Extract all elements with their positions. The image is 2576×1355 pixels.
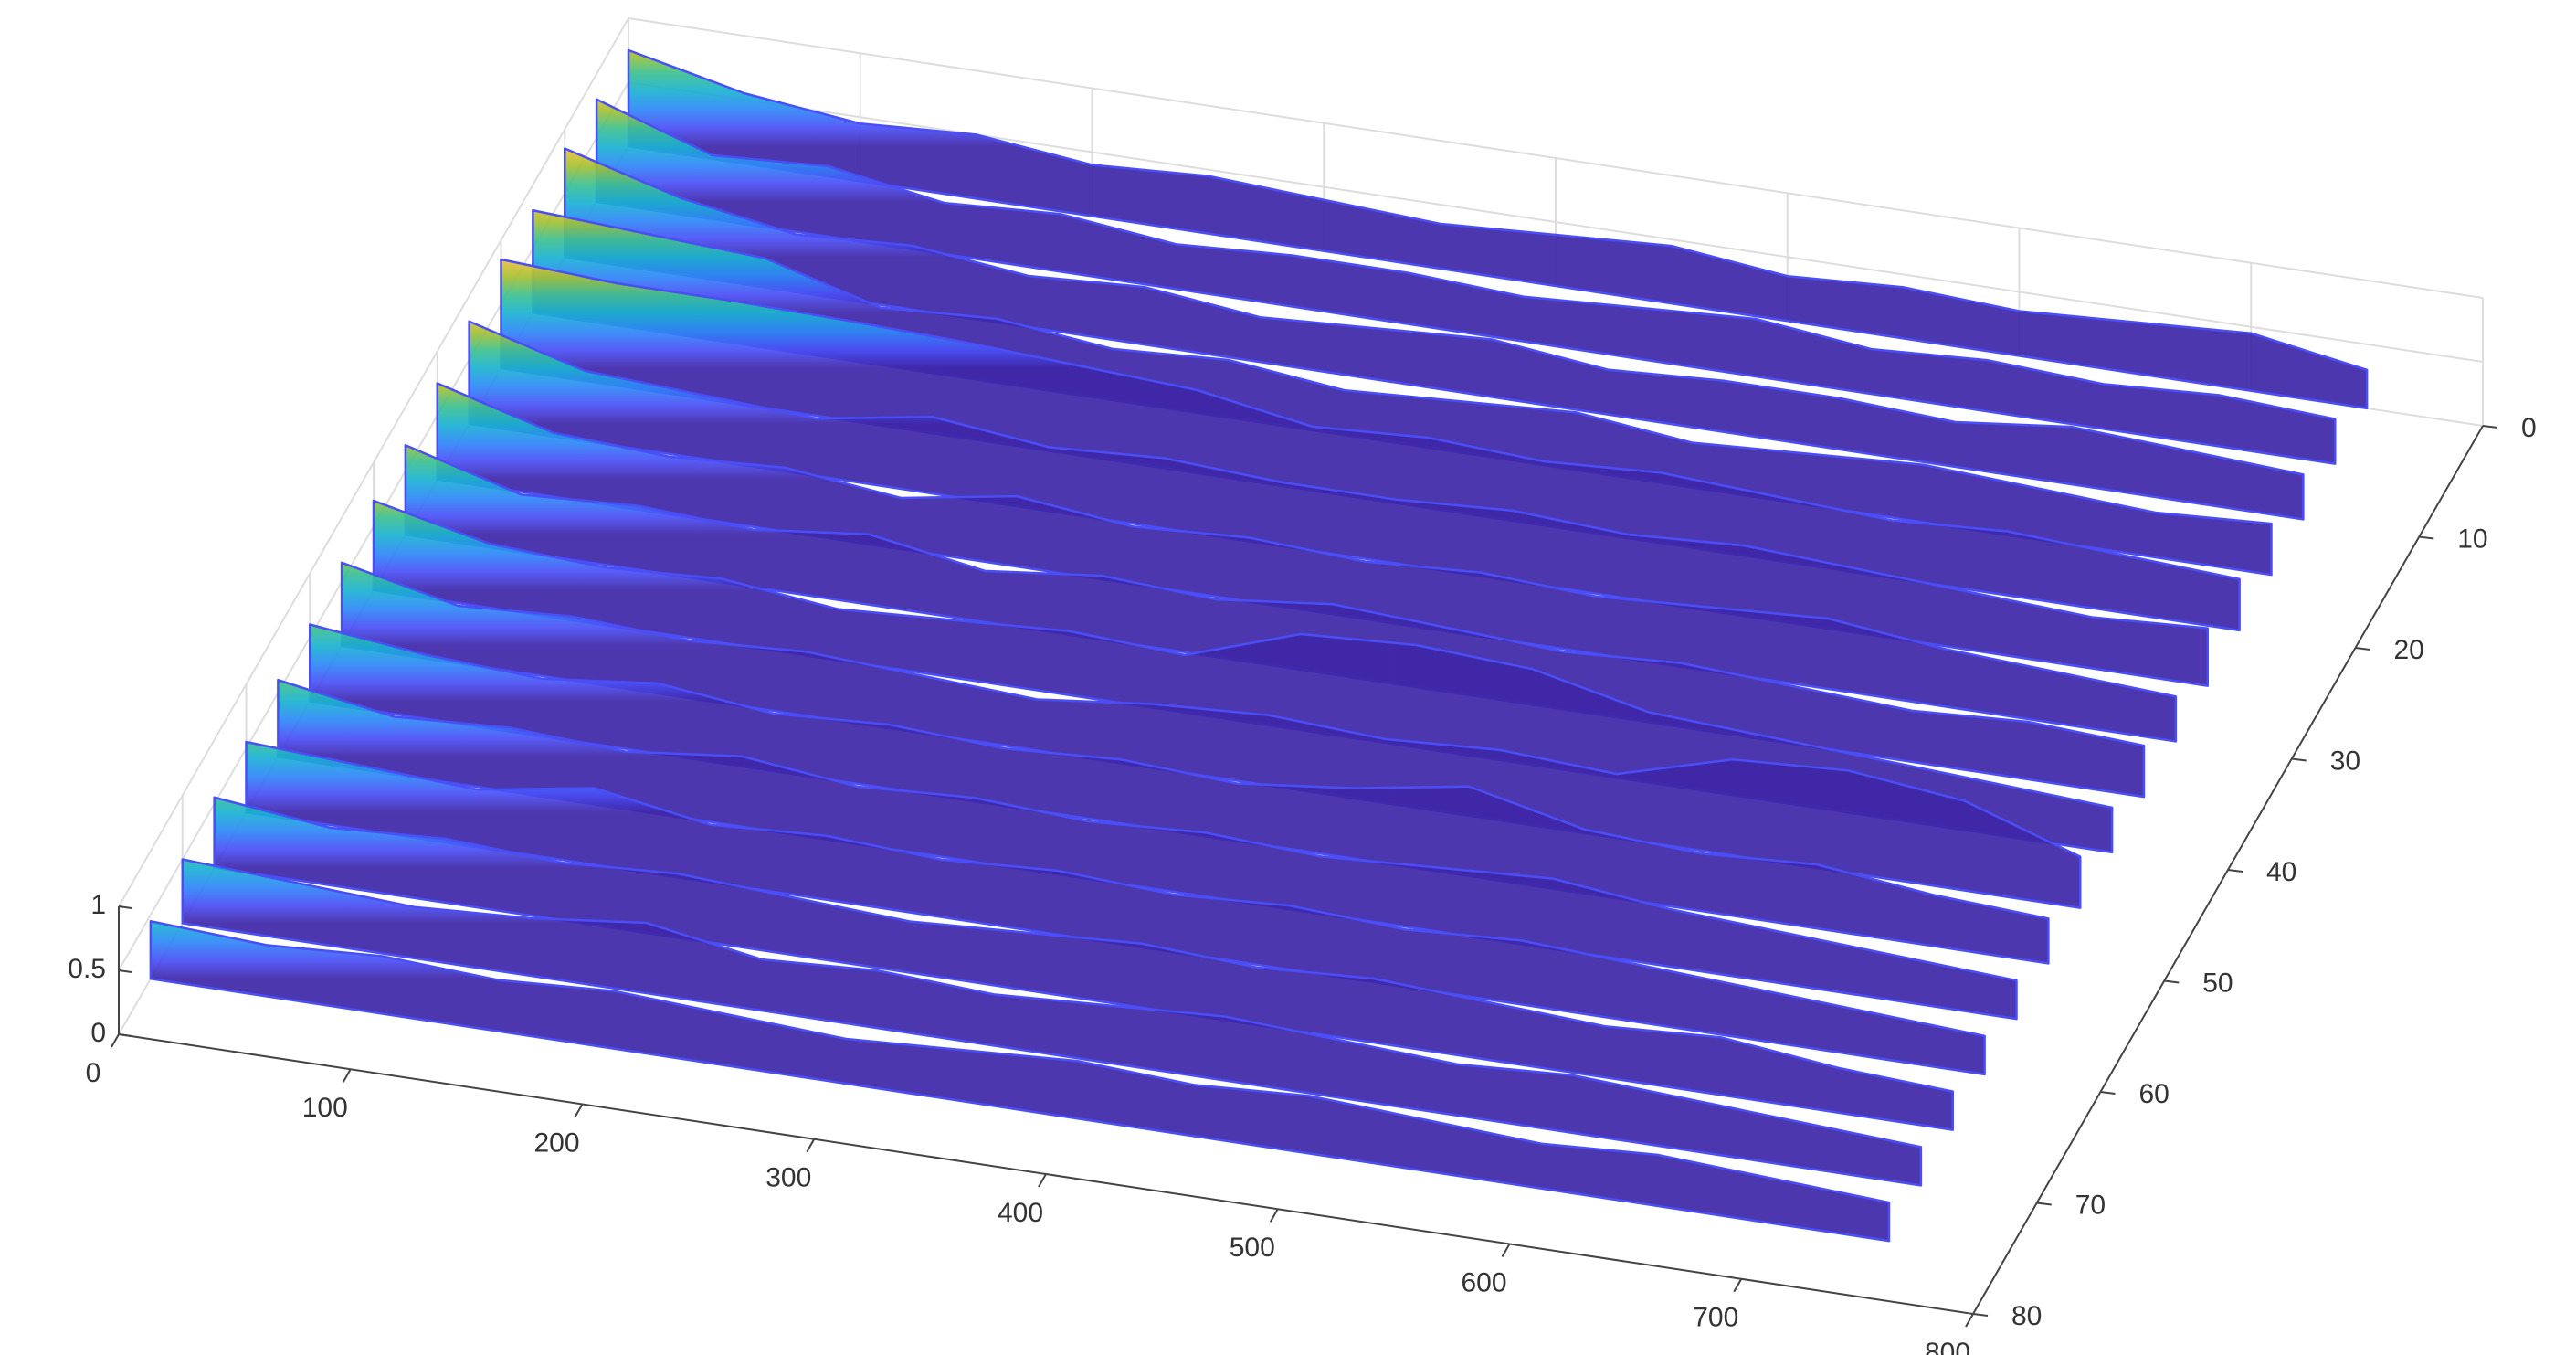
z-tick [118,1033,132,1037]
surface-row [181,858,1923,1187]
surface-row [436,382,2178,743]
x-tick-label: 100 [302,1093,348,1123]
y-tick-label: 60 [2139,1079,2170,1109]
x-tick [111,1033,120,1048]
y-tick-label: 40 [2266,857,2296,887]
x-tick [1269,1208,1279,1223]
y-tick-label: 80 [2011,1301,2042,1331]
x-tick [1501,1244,1511,1257]
x-tick [1965,1313,1974,1328]
y-tick [2036,1202,2052,1206]
y-tick-label: 10 [2457,524,2487,554]
surface-row [213,796,1954,1131]
y-tick [2164,979,2180,984]
grid-line [628,17,2484,299]
y-tick-label: 30 [2330,746,2360,776]
surface-row [627,48,2369,410]
x-tick-label: 200 [533,1127,579,1158]
x-tick [1733,1278,1743,1293]
surface-row [245,740,1986,1076]
surface-row [372,499,2114,854]
z-tick-label: 1 [90,890,106,920]
grid-line [118,17,629,907]
y-tick [1972,1313,1989,1317]
x-tick-label: 700 [1693,1303,1738,1333]
x-tick-label: 0 [86,1058,101,1088]
z-tick-label: 0 [90,1018,106,1048]
y-tick [2482,425,2498,429]
surface-row [500,258,2241,632]
surface-row [277,679,2018,1021]
surface-row [595,98,2337,465]
y-tick [2100,1091,2116,1095]
y-tick [2227,869,2243,873]
z-tick [118,905,132,909]
x-tick [342,1068,352,1083]
x-tick-label: 600 [1461,1267,1506,1297]
y-tick-label: 50 [2202,968,2233,998]
surface-row [564,147,2305,521]
surface-row [149,920,1891,1243]
x-tick [574,1104,584,1117]
y-tick-label: 20 [2394,635,2424,665]
y-tick [2355,647,2370,651]
x-tick [806,1138,816,1153]
y-tick-label: 0 [2521,413,2537,443]
surface-row [340,561,2082,909]
x-tick [1038,1173,1047,1188]
x-tick-label: 800 [1925,1338,1970,1355]
x-tick-label: 500 [1230,1233,1275,1263]
y-tick-label: 70 [2075,1190,2106,1220]
surface-row [468,320,2209,687]
surface-row [309,623,2050,965]
surface-row [532,209,2273,577]
y-tick [2419,535,2434,540]
z-tick-label: 0.5 [68,954,106,984]
z-tick [118,969,132,973]
surface-row [404,444,2146,799]
y-tick [2291,757,2307,762]
grid-line [628,81,2484,363]
x-tick-label: 400 [998,1198,1043,1228]
x-tick-label: 300 [765,1163,811,1193]
